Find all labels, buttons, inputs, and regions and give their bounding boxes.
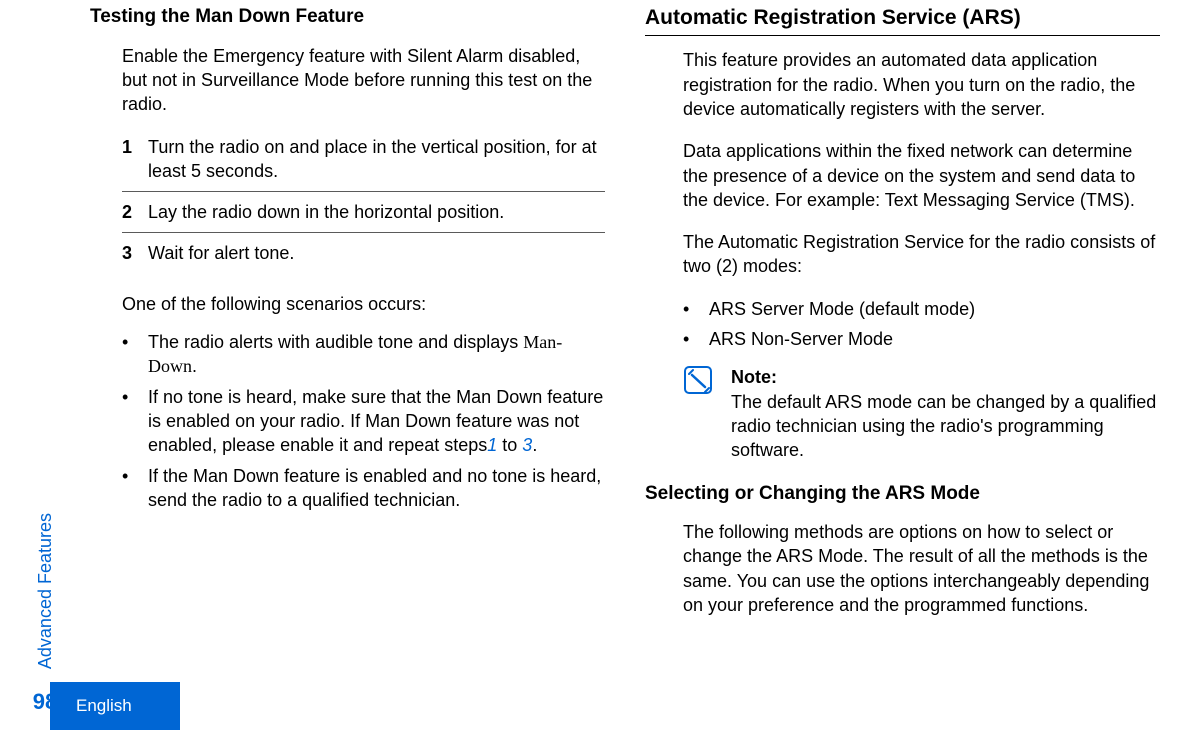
step-ref-1[interactable]: 1 — [487, 435, 497, 455]
note-block: Note: The default ARS mode can be change… — [683, 365, 1160, 462]
right-sub-body: The following methods are options on how… — [683, 520, 1160, 617]
bullet-pre: The radio alerts with audible tone and d… — [148, 332, 523, 352]
bullet-text: The radio alerts with audible tone and d… — [148, 330, 605, 379]
step-item: 2 Lay the radio down in the horizontal p… — [122, 192, 605, 233]
left-column: Testing the Man Down Feature Enable the … — [90, 4, 605, 745]
right-p2: Data applications within the fixed netwo… — [683, 139, 1160, 212]
step-number: 2 — [122, 200, 148, 224]
bullet-mark: • — [122, 330, 148, 379]
language-tab: English — [50, 682, 180, 730]
step-item: 3 Wait for alert tone. — [122, 233, 605, 273]
step-number: 1 — [122, 135, 148, 184]
step-number: 3 — [122, 241, 148, 265]
step-text: Turn the radio on and place in the verti… — [148, 135, 605, 184]
note-icon — [683, 365, 717, 399]
note-title: Note: — [731, 365, 1160, 389]
bullet-text: If the Man Down feature is enabled and n… — [148, 464, 605, 513]
bullet-mid: to — [497, 435, 522, 455]
right-heading: Automatic Registration Service (ARS) — [645, 4, 1160, 36]
right-sub-heading: Selecting or Changing the ARS Mode — [645, 481, 1160, 507]
bullet-mark: • — [122, 464, 148, 513]
bullet-item: • ARS Server Mode (default mode) — [683, 297, 1160, 321]
bullet-text: ARS Non-Server Mode — [709, 327, 1160, 351]
step-ref-3[interactable]: 3 — [522, 435, 532, 455]
bullet-text: If no tone is heard, make sure that the … — [148, 385, 605, 458]
content-area: Testing the Man Down Feature Enable the … — [90, 0, 1160, 745]
step-text: Lay the radio down in the horizontal pos… — [148, 200, 605, 224]
bullet-post: . — [192, 356, 197, 376]
step-item: 1 Turn the radio on and place in the ver… — [122, 135, 605, 193]
step-text: Wait for alert tone. — [148, 241, 605, 265]
section-label: Advanced Features — [35, 513, 56, 669]
bullet-post: . — [532, 435, 537, 455]
modes-list: • ARS Server Mode (default mode) • ARS N… — [683, 297, 1160, 352]
right-p3: The Automatic Registration Service for t… — [683, 230, 1160, 279]
bullet-item: • ARS Non-Server Mode — [683, 327, 1160, 351]
bullet-mark: • — [683, 297, 709, 321]
bullet-mark: • — [683, 327, 709, 351]
bullet-item: • The radio alerts with audible tone and… — [122, 330, 605, 379]
scenario-intro: One of the following scenarios occurs: — [122, 292, 605, 316]
right-column: Automatic Registration Service (ARS) Thi… — [645, 4, 1160, 745]
left-intro: Enable the Emergency feature with Silent… — [122, 44, 605, 117]
bullet-mark: • — [122, 385, 148, 458]
right-p1: This feature provides an automated data … — [683, 48, 1160, 121]
note-body: Note: The default ARS mode can be change… — [731, 365, 1160, 462]
steps-list: 1 Turn the radio on and place in the ver… — [122, 135, 605, 274]
bullet-item: • If no tone is heard, make sure that th… — [122, 385, 605, 458]
scenario-bullets: • The radio alerts with audible tone and… — [122, 330, 605, 512]
bullet-item: • If the Man Down feature is enabled and… — [122, 464, 605, 513]
left-heading: Testing the Man Down Feature — [90, 4, 605, 30]
side-margin: Advanced Features 98 — [0, 0, 90, 745]
note-text: The default ARS mode can be changed by a… — [731, 390, 1160, 463]
page-container: Advanced Features 98 English Testing the… — [0, 0, 1200, 745]
bullet-text: ARS Server Mode (default mode) — [709, 297, 1160, 321]
